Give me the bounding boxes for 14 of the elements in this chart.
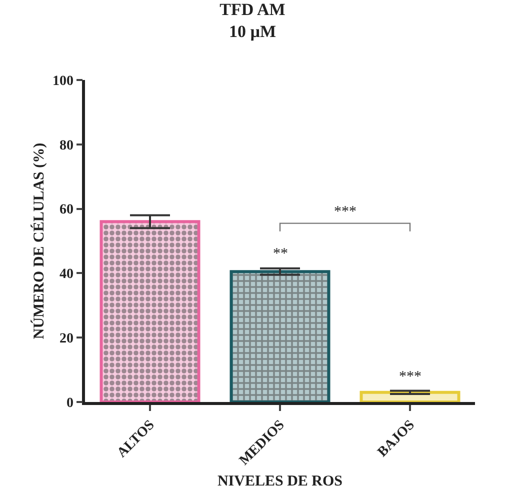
bar [230, 270, 330, 402]
chart-title: TFD AM 10 µM [220, 0, 286, 42]
annotation: ** [273, 246, 288, 262]
y-tick-label: 80 [59, 138, 74, 154]
y-tick-label: 60 [59, 202, 74, 218]
y-tick-label: 0 [66, 396, 74, 411]
x-axis-title: NIVELES DE ROS [217, 473, 343, 490]
y-axis-title: NÚMERO DE CÉLULAS (%) [30, 142, 48, 340]
y-tick-label: 40 [59, 267, 74, 282]
annotation: *** [399, 369, 422, 385]
annotation: *** [334, 204, 356, 220]
y-tick-label: 20 [59, 332, 74, 346]
bar [100, 220, 200, 402]
y-tick-label: 100 [52, 74, 74, 89]
